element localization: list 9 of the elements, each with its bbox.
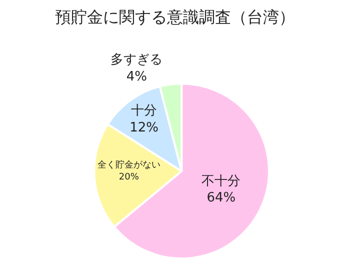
slice-label: 全く貯金がない [97,160,160,171]
data-label: 20% [118,172,140,182]
slice-label: 不十分 [202,174,241,189]
slice-label: 多すぎる [110,52,163,68]
chart-title: 預貯金に関する意識調査（台湾） [55,7,295,26]
data-label: 64% [206,190,236,206]
data-label: 12% [130,120,159,136]
slice-label: 十分 [131,103,158,118]
data-label: 4% [126,70,147,85]
